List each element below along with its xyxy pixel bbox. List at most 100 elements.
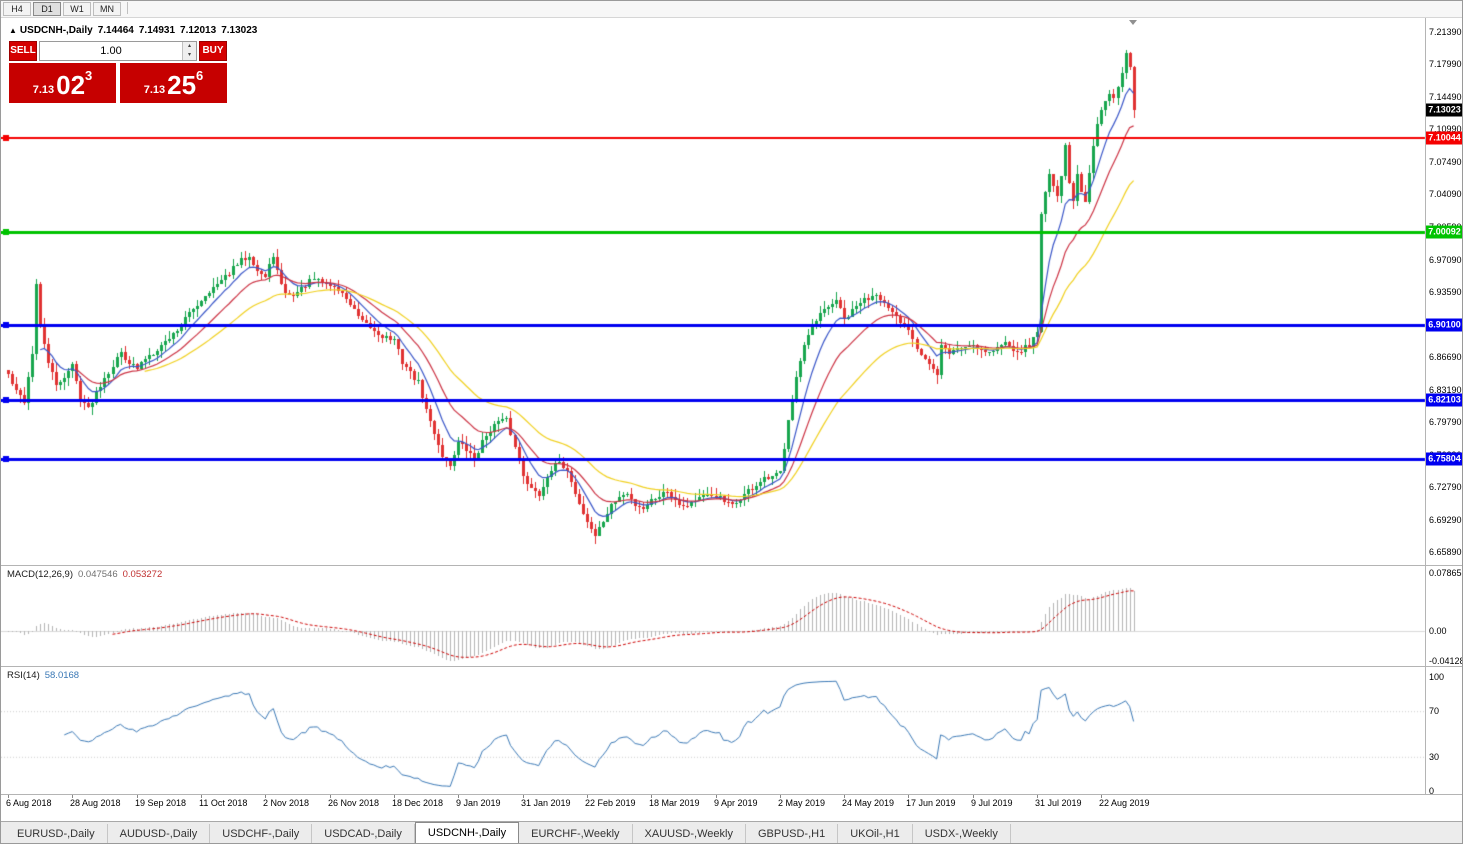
macd-main-value: 0.047546 — [78, 569, 118, 580]
date-tick — [651, 795, 652, 798]
chart-tab-usdcad[interactable]: USDCAD-,Daily — [312, 824, 415, 843]
date-axis-label: 31 Jul 2019 — [1035, 798, 1082, 808]
sell-price-big-digits: 02 — [56, 70, 86, 100]
price-direction-icon: ▲ — [9, 26, 17, 35]
rsi-axis-label: 0 — [1429, 786, 1435, 796]
ohlc-low: 7.12013 — [180, 25, 217, 36]
price-line-badge: 6.90100 — [1426, 318, 1462, 332]
date-tick — [844, 795, 845, 798]
rsi-header: RSI(14) 58.0168 — [7, 670, 84, 681]
toolbar-separator — [127, 2, 128, 14]
ohlc-open: 7.14464 — [97, 25, 134, 36]
chart-tab-gbpusd[interactable]: GBPUSD-,H1 — [746, 824, 839, 843]
price-line-badge: 6.75804 — [1426, 452, 1462, 466]
date-tick — [908, 795, 909, 798]
rsi-axis-label: 30 — [1429, 751, 1440, 762]
price-axis-label: 7.04090 — [1429, 189, 1462, 200]
chart-tab-usdcnh[interactable]: USDCNH-,Daily — [414, 822, 520, 843]
macd-indicator-canvas[interactable] — [1, 566, 1462, 666]
date-tick — [330, 795, 331, 798]
sell-button[interactable]: SELL — [9, 41, 37, 61]
ohlc-high: 7.14931 — [138, 25, 176, 36]
timeframe-button-d1[interactable]: D1 — [33, 2, 61, 16]
date-tick — [8, 795, 9, 798]
macd-axis-label: 0.078658 — [1429, 568, 1463, 578]
date-tick — [587, 795, 588, 798]
buy-price-pip: 6 — [196, 68, 204, 83]
price-axis-label: 6.97090 — [1429, 254, 1462, 265]
date-tick — [523, 795, 524, 798]
buy-button[interactable]: BUY — [199, 41, 227, 61]
sell-price-tile[interactable]: 7.13 02 3 — [9, 63, 116, 103]
price-axis-label: 7.17990 — [1429, 58, 1462, 69]
chart-tab-ukoil[interactable]: UKOil-,H1 — [838, 824, 913, 843]
buy-price-tile[interactable]: 7.13 25 6 — [120, 63, 227, 103]
date-axis-label: 22 Aug 2019 — [1099, 798, 1150, 808]
date-axis-label: 19 Sep 2018 — [135, 798, 187, 808]
date-tick — [973, 795, 974, 798]
price-axis-label: 6.86690 — [1429, 352, 1462, 363]
price-line-badge: 7.10044 — [1426, 131, 1462, 145]
panel-separator[interactable] — [1, 666, 1462, 667]
rsi-name: RSI(14) — [7, 670, 40, 681]
volume-spinner-down-icon[interactable]: ▾ — [183, 51, 196, 60]
timeframe-button-w1[interactable]: W1 — [63, 2, 91, 16]
price-axis-label: 7.21390 — [1429, 27, 1462, 37]
date-axis-label: 9 Jan 2019 — [456, 798, 501, 808]
date-tick — [72, 795, 73, 798]
date-axis-label: 2 Nov 2018 — [263, 798, 310, 808]
price-axis-label: 7.14490 — [1429, 91, 1462, 102]
price-axis-label: 6.93590 — [1429, 287, 1462, 298]
sell-price-prefix: 7.13 — [32, 84, 55, 96]
date-axis-label: 17 Jun 2019 — [906, 798, 956, 808]
date-axis-label: 9 Jul 2019 — [971, 798, 1013, 808]
macd-signal-value: 0.053272 — [122, 569, 163, 580]
volume-spinner-up-icon[interactable]: ▴ — [183, 42, 196, 51]
price-axis-label: 6.72790 — [1429, 482, 1462, 493]
chart-tab-eurchf[interactable]: EURCHF-,Weekly — [519, 824, 633, 843]
price-axis-label: 6.83190 — [1429, 384, 1462, 395]
date-axis-label: 18 Mar 2019 — [649, 798, 700, 808]
volume-input[interactable] — [40, 42, 182, 60]
chart-tab-eurusd[interactable]: EURUSD-,Daily — [5, 824, 108, 843]
date-tick — [458, 795, 459, 798]
timeframe-button-h4[interactable]: H4 — [3, 2, 31, 16]
rsi-indicator-canvas[interactable] — [1, 667, 1462, 794]
date-tick — [1101, 795, 1102, 798]
chart-tab-audusd[interactable]: AUDUSD-,Daily — [108, 824, 211, 843]
symbol-ohlc-header: ▲ USDCNH-,Daily 7.14464 7.14931 7.12013 7.130… — [9, 25, 262, 36]
date-tick — [780, 795, 781, 798]
ohlc-close: 7.13023 — [221, 25, 258, 36]
symbol-name: USDCNH-,Daily — [19, 25, 93, 36]
buy-price-big-digits: 25 — [167, 70, 197, 100]
chart-tab-usdchf[interactable]: USDCHF-,Daily — [210, 824, 313, 843]
date-tick — [201, 795, 202, 798]
date-tick — [716, 795, 717, 798]
date-tick — [265, 795, 266, 798]
date-axis-label: 18 Dec 2018 — [392, 798, 444, 808]
right-shift-marker-icon[interactable] — [1129, 20, 1137, 25]
macd-axis-label: -0.041287 — [1429, 656, 1462, 667]
price-axis-label: 6.69290 — [1429, 515, 1462, 526]
candlestick-chart-canvas[interactable] — [1, 18, 1462, 565]
buy-price-prefix: 7.13 — [143, 84, 166, 96]
chart-tab-xauusd[interactable]: XAUUSD-,Weekly — [633, 824, 746, 843]
chart-tab-usdx[interactable]: USDX-,Weekly — [913, 824, 1011, 843]
macd-name: MACD(12,26,9) — [7, 569, 73, 580]
date-axis-label: 2 May 2019 — [778, 798, 826, 808]
price-line-badge: 7.00092 — [1426, 225, 1462, 239]
panel-separator[interactable] — [1, 565, 1462, 566]
sell-price-pip: 3 — [85, 68, 93, 83]
date-axis-label: 31 Jan 2019 — [521, 798, 571, 808]
price-axis-label: 6.65890 — [1429, 547, 1462, 557]
timeframe-toolbar: H4 D1 W1 MN — [1, 1, 1462, 18]
macd-axis-label: 0.00 — [1429, 626, 1447, 636]
date-axis-label: 6 Aug 2018 — [6, 798, 52, 808]
timeframe-button-mn[interactable]: MN — [93, 2, 121, 16]
date-axis-label: 9 Apr 2019 — [714, 798, 758, 808]
one-click-trading-panel: SELL ▴ ▾ BUY 7.13 02 3 7.13 25 6 — [9, 41, 227, 103]
date-axis-label: 22 Feb 2019 — [585, 798, 636, 808]
rsi-axis-label: 70 — [1429, 706, 1440, 717]
price-axis-separator — [1425, 18, 1426, 794]
